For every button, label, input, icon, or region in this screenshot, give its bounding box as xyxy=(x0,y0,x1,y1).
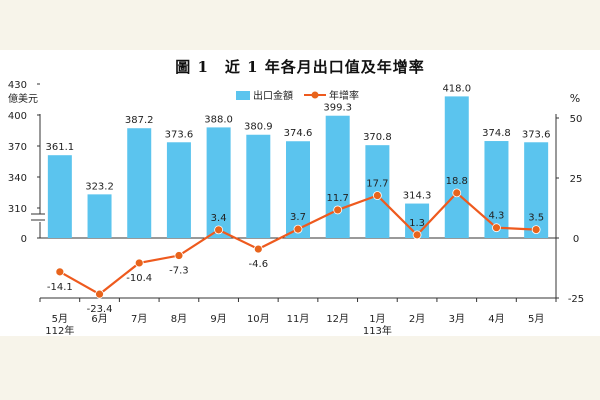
legend: 出口金額 年增率 xyxy=(236,89,359,102)
export-bar xyxy=(206,127,231,238)
category-label: 11月 xyxy=(287,313,310,325)
legend-line-label: 年增率 xyxy=(329,89,359,102)
right-tick-label: -25 xyxy=(568,294,584,305)
line-value-label: -4.6 xyxy=(249,259,269,270)
line-value-label: 1.3 xyxy=(409,218,425,229)
left-tick-label: 340 xyxy=(8,173,27,184)
export-bar xyxy=(444,96,469,239)
year-label-113: 113年 xyxy=(363,324,392,337)
export-bar xyxy=(246,134,271,238)
export-bar xyxy=(87,194,112,238)
line-value-label: -7.3 xyxy=(169,266,189,277)
category-label: 1月 xyxy=(369,313,385,325)
export-bar xyxy=(47,155,72,238)
bar-value-label: 361.1 xyxy=(46,142,75,153)
legend-bar-label: 出口金額 xyxy=(253,89,293,102)
bar-value-label: 373.6 xyxy=(165,129,194,140)
right-tick-label: 25 xyxy=(570,174,583,185)
legend-line-marker xyxy=(311,91,319,99)
right-tick-label: 0 xyxy=(573,234,579,245)
line-value-label: -10.4 xyxy=(126,273,152,284)
line-value-label: 3.7 xyxy=(290,212,306,223)
growth-rate-point xyxy=(492,223,501,233)
left-tick-label: 400 xyxy=(8,111,27,122)
bar-value-label: 387.2 xyxy=(125,115,154,126)
category-label: 4月 xyxy=(488,313,504,325)
growth-rate-point xyxy=(412,230,422,240)
growth-rate-point xyxy=(293,224,303,234)
bar-value-label: 374.8 xyxy=(482,128,511,139)
line-value-label: 3.5 xyxy=(528,213,544,224)
growth-rate-point xyxy=(531,225,541,235)
left-axis-unit: 億美元 xyxy=(8,92,38,105)
category-label: 7月 xyxy=(131,313,147,325)
line-value-label: 4.3 xyxy=(489,211,505,222)
growth-rate-point xyxy=(253,244,263,254)
labels-layer: 361.1 323.2 387.2 373.6 388.0 380.9 374.6 399.3… xyxy=(46,83,551,315)
bar-value-label: 380.9 xyxy=(244,122,273,133)
year-label-112: 112年 xyxy=(45,324,74,337)
bar-value-label: 418.0 xyxy=(442,83,471,94)
bar-value-label: 370.8 xyxy=(363,132,392,143)
category-label: 3月 xyxy=(449,313,465,325)
category-label: 12月 xyxy=(326,313,349,325)
line-value-label: 3.4 xyxy=(211,213,227,224)
bar-value-label: 314.3 xyxy=(403,191,432,202)
line-layer xyxy=(55,188,541,299)
bar-value-label: 323.2 xyxy=(85,181,114,192)
bar-value-label: 373.6 xyxy=(522,129,551,140)
category-label: 10月 xyxy=(247,313,270,325)
left-tick-label: 0 xyxy=(21,234,27,245)
category-label: 9月 xyxy=(210,313,226,325)
export-bar xyxy=(127,128,152,238)
category-label: 6月 xyxy=(91,313,107,325)
left-tick-label: 370 xyxy=(8,142,27,153)
right-axis-unit: % xyxy=(570,92,580,105)
growth-rate-point xyxy=(134,258,144,268)
legend-bar-swatch xyxy=(236,91,250,100)
export-bar xyxy=(325,115,350,238)
growth-rate-point xyxy=(372,191,382,200)
export-bar xyxy=(524,142,549,238)
export-bar xyxy=(166,142,191,238)
category-label: 8月 xyxy=(171,313,187,325)
chart-title: 圖 1 近 1 年各月出口值及年增率 xyxy=(175,58,425,76)
bars-layer xyxy=(47,96,549,239)
export-bar xyxy=(286,141,310,238)
bar-value-label: 374.6 xyxy=(284,128,313,139)
growth-rate-point xyxy=(214,225,224,235)
growth-rate-point xyxy=(452,188,462,198)
category-label: 5月 xyxy=(528,313,544,325)
left-tick-label: 310 xyxy=(8,204,27,215)
category-label: 5月 xyxy=(52,313,68,325)
right-tick-label: 50 xyxy=(570,114,583,125)
growth-rate-point xyxy=(55,267,65,277)
bar-value-label: 388.0 xyxy=(204,114,233,125)
line-value-label: 11.7 xyxy=(327,193,349,204)
left-tick-label: 430 xyxy=(8,80,27,91)
growth-rate-point xyxy=(333,205,343,215)
bar-value-label: 399.3 xyxy=(323,103,352,114)
line-value-label: 18.8 xyxy=(446,176,468,187)
line-value-label: -14.1 xyxy=(47,282,73,293)
growth-rate-point xyxy=(174,251,184,260)
growth-rate-point xyxy=(95,289,104,299)
line-value-label: 17.7 xyxy=(366,179,388,190)
category-label: 2月 xyxy=(409,313,425,325)
line-value-label: -23.4 xyxy=(87,304,113,315)
